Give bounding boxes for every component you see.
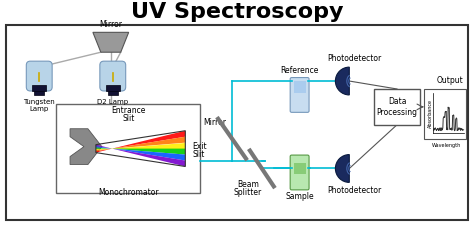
Text: Monochromator: Monochromator (99, 188, 159, 197)
Bar (108, 91, 118, 95)
Polygon shape (96, 145, 185, 166)
Text: Sample: Sample (285, 192, 314, 201)
Text: Exit: Exit (192, 142, 207, 151)
Text: Absorbance: Absorbance (428, 99, 433, 128)
Bar (294, 81, 306, 93)
Bar (32, 85, 46, 91)
Text: Wavelength: Wavelength (432, 143, 461, 148)
Polygon shape (93, 32, 128, 52)
Wedge shape (336, 155, 349, 183)
FancyBboxPatch shape (290, 78, 309, 112)
Polygon shape (96, 131, 185, 153)
Text: Mirror: Mirror (99, 20, 122, 29)
Text: D2 Lamp: D2 Lamp (97, 99, 128, 105)
FancyBboxPatch shape (27, 61, 52, 91)
Bar (294, 162, 306, 174)
Text: Tungsten
Lamp: Tungsten Lamp (23, 99, 55, 112)
Polygon shape (96, 147, 185, 155)
Polygon shape (70, 129, 102, 164)
FancyBboxPatch shape (290, 155, 309, 190)
Text: Output: Output (436, 76, 463, 85)
Polygon shape (96, 146, 185, 160)
Text: Data
Processing: Data Processing (376, 97, 418, 117)
Text: Reference: Reference (281, 66, 319, 75)
Text: Slit: Slit (122, 114, 135, 123)
Text: Mirror: Mirror (204, 118, 227, 127)
Text: UV Spectroscopy: UV Spectroscopy (131, 2, 343, 23)
Polygon shape (96, 137, 185, 151)
FancyBboxPatch shape (100, 61, 126, 91)
Bar (424, 89, 465, 139)
Text: Slit: Slit (192, 150, 205, 159)
Text: Splitter: Splitter (234, 188, 262, 197)
Bar (34, 91, 44, 95)
Text: Photodetector: Photodetector (327, 54, 382, 63)
Text: Entrance: Entrance (111, 106, 146, 115)
Polygon shape (96, 143, 185, 150)
Bar (7, 25, 467, 220)
Text: Photodetector: Photodetector (327, 186, 382, 195)
Wedge shape (336, 67, 349, 95)
Text: Beam: Beam (237, 180, 259, 189)
Bar (106, 85, 120, 91)
Bar (374, 89, 420, 125)
Bar (56, 104, 200, 193)
